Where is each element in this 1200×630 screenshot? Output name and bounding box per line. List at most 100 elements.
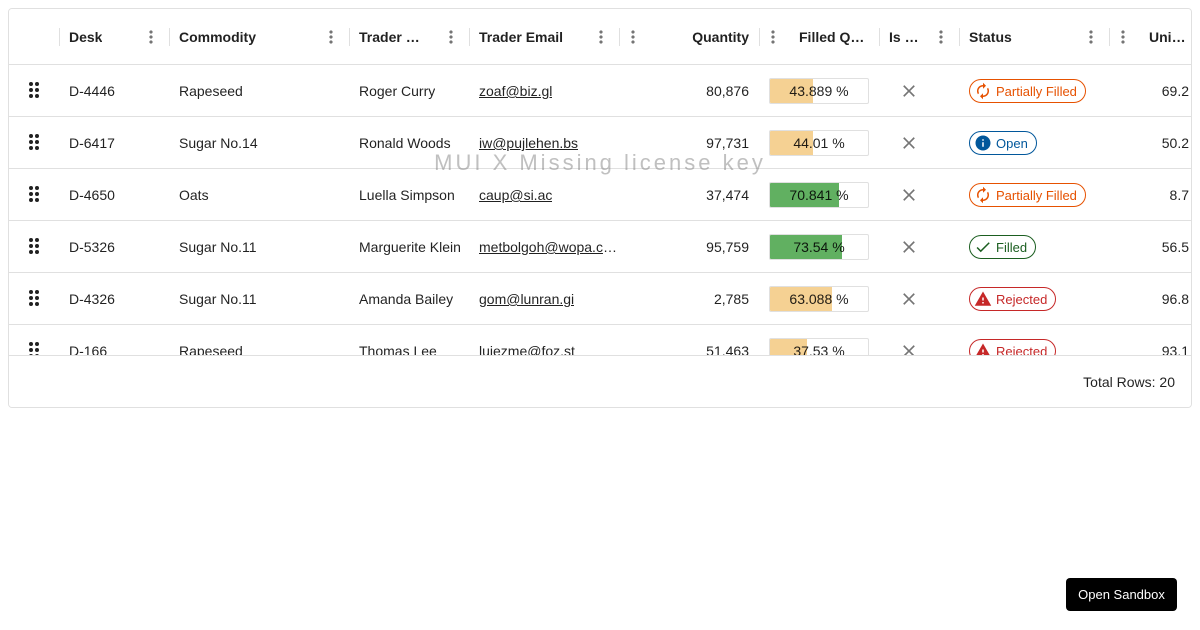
cell-is-filled — [879, 65, 959, 117]
cell-quantity: 80,876 — [706, 83, 749, 99]
grid-footer: Total Rows: 20 — [9, 355, 1191, 407]
column-menu-icon[interactable] — [1079, 25, 1103, 49]
cell-trader-name: Ronald Woods — [359, 135, 451, 151]
column-header-title: Desk — [69, 29, 103, 45]
row-reorder-handle[interactable] — [9, 325, 59, 355]
cell-commodity: Sugar No.14 — [179, 135, 258, 151]
drag-indicator-icon — [22, 78, 46, 105]
table-row[interactable]: D-166 Rapeseed Thomas Lee luiezme@foz.st 51,… — [9, 325, 1191, 355]
column-separator[interactable] — [59, 28, 60, 46]
cell-filled: 63.088 % — [759, 273, 879, 325]
warning-icon — [974, 290, 992, 308]
column-menu-icon[interactable] — [1111, 25, 1135, 49]
autorenew-icon — [974, 186, 992, 204]
status-chip: Partially Filled — [969, 79, 1086, 103]
open-sandbox-button[interactable]: Open Sandbox — [1066, 578, 1177, 611]
cell-is-filled — [879, 221, 959, 273]
status-chip: Partially Filled — [969, 183, 1086, 207]
cell-is-filled — [879, 273, 959, 325]
close-icon — [889, 185, 929, 205]
cell-quantity: 95,759 — [706, 239, 749, 255]
column-menu-icon[interactable] — [621, 25, 645, 49]
check-icon — [974, 238, 992, 256]
filled-progress-value: 73.54 % — [793, 239, 845, 255]
cell-status: Partially Filled — [959, 169, 1109, 221]
cell-desk: D-4326 — [69, 291, 115, 307]
cell-is-filled — [879, 325, 959, 355]
cell-trader-email: luiezme@foz.st — [469, 325, 619, 355]
row-reorder-handle[interactable] — [9, 273, 59, 325]
column-menu-icon[interactable] — [929, 25, 953, 49]
cell-is-filled — [879, 117, 959, 169]
drag-indicator-icon — [22, 338, 46, 355]
close-icon — [889, 237, 929, 257]
cell-unit-price: 96.8 — [1161, 291, 1189, 307]
total-rows-label: Total Rows: 20 — [1083, 373, 1175, 390]
column-menu-icon[interactable] — [589, 25, 613, 49]
row-reorder-handle[interactable] — [9, 221, 59, 273]
column-menu-icon[interactable] — [319, 25, 343, 49]
column-header-title: Filled Quantity — [799, 29, 869, 45]
cell-trader-email: caup@si.ac — [469, 169, 619, 221]
table-row[interactable]: D-4326 Sugar No.11 Amanda Bailey gom@lunran… — [9, 273, 1191, 325]
table-row[interactable]: D-6417 Sugar No.14 Ronald Woods iw@pujlehen… — [9, 117, 1191, 169]
column-separator[interactable] — [169, 28, 170, 46]
warning-icon — [974, 342, 992, 355]
status-label: Rejected — [996, 343, 1048, 356]
column-separator[interactable] — [879, 28, 880, 46]
trader-email-link[interactable]: gom@lunran.gi — [479, 291, 575, 307]
column-header-title: Trader Name — [359, 29, 429, 45]
column-separator[interactable] — [1109, 28, 1110, 46]
table-row[interactable]: D-5326 Sugar No.11 Marguerite Klein metbolg… — [9, 221, 1191, 273]
table-row[interactable]: D-4446 Rapeseed Roger Curry zoaf@biz.gl 80,8… — [9, 65, 1191, 117]
cell-commodity: Rapeseed — [179, 343, 243, 355]
cell-trader-email: metbolgoh@wopa.com — [469, 221, 619, 273]
autorenew-icon — [974, 82, 992, 100]
cell-status: Rejected — [959, 325, 1109, 355]
cell-trader-name: Thomas Lee — [359, 343, 437, 355]
row-reorder-handle[interactable] — [9, 169, 59, 221]
row-reorder-handle[interactable] — [9, 117, 59, 169]
data-grid: Desk Commodity Trader Name Trader Email Quan… — [8, 8, 1192, 408]
cell-quantity: 51,463 — [706, 343, 749, 355]
column-separator[interactable] — [469, 28, 470, 46]
filled-progress-fill — [770, 339, 807, 355]
filled-progress-fill — [770, 131, 814, 155]
column-separator[interactable] — [619, 28, 620, 46]
filled-progress-bar: 44.01 % — [769, 130, 869, 156]
trader-email-link[interactable]: caup@si.ac — [479, 187, 553, 203]
close-icon — [889, 81, 929, 101]
filled-progress-value: 70.841 % — [789, 187, 849, 203]
column-separator[interactable] — [349, 28, 350, 46]
trader-email-link[interactable]: zoaf@biz.gl — [479, 83, 553, 99]
info-icon — [974, 134, 992, 152]
trader-email-link[interactable]: luiezme@foz.st — [479, 343, 575, 355]
grid-body: D-4446 Rapeseed Roger Curry zoaf@biz.gl 80,8… — [9, 65, 1191, 355]
table-row[interactable]: D-4650 Oats Luella Simpson caup@si.ac 37,474… — [9, 169, 1191, 221]
column-menu-icon[interactable] — [761, 25, 785, 49]
trader-email-link[interactable]: metbolgoh@wopa.com — [479, 239, 619, 255]
filled-progress-bar: 63.088 % — [769, 286, 869, 312]
drag-indicator-icon — [22, 234, 46, 261]
cell-commodity: Sugar No.11 — [179, 291, 257, 307]
cell-status: Partially Filled — [959, 65, 1109, 117]
filled-progress-fill — [770, 287, 832, 311]
cell-desk: D-6417 — [69, 135, 115, 151]
trader-email-link[interactable]: iw@pujlehen.bs — [479, 135, 579, 151]
column-menu-icon[interactable] — [139, 25, 163, 49]
column-header-title: Quantity — [692, 29, 749, 45]
drag-indicator-icon — [22, 130, 46, 157]
row-reorder-handle[interactable] — [9, 65, 59, 117]
filled-progress-value: 43.889 % — [789, 83, 849, 99]
column-separator[interactable] — [959, 28, 960, 46]
cell-desk: D-4446 — [69, 83, 115, 99]
filled-progress-value: 44.01 % — [793, 135, 845, 151]
cell-trader-email: gom@lunran.gi — [469, 273, 619, 325]
column-header-title: Unit Price — [1149, 29, 1189, 45]
close-icon — [889, 341, 929, 355]
column-menu-icon[interactable] — [439, 25, 463, 49]
column-separator[interactable] — [759, 28, 760, 46]
close-icon — [889, 289, 929, 309]
cell-trader-name: Amanda Bailey — [359, 291, 454, 307]
cell-filled: 43.889 % — [759, 65, 879, 117]
